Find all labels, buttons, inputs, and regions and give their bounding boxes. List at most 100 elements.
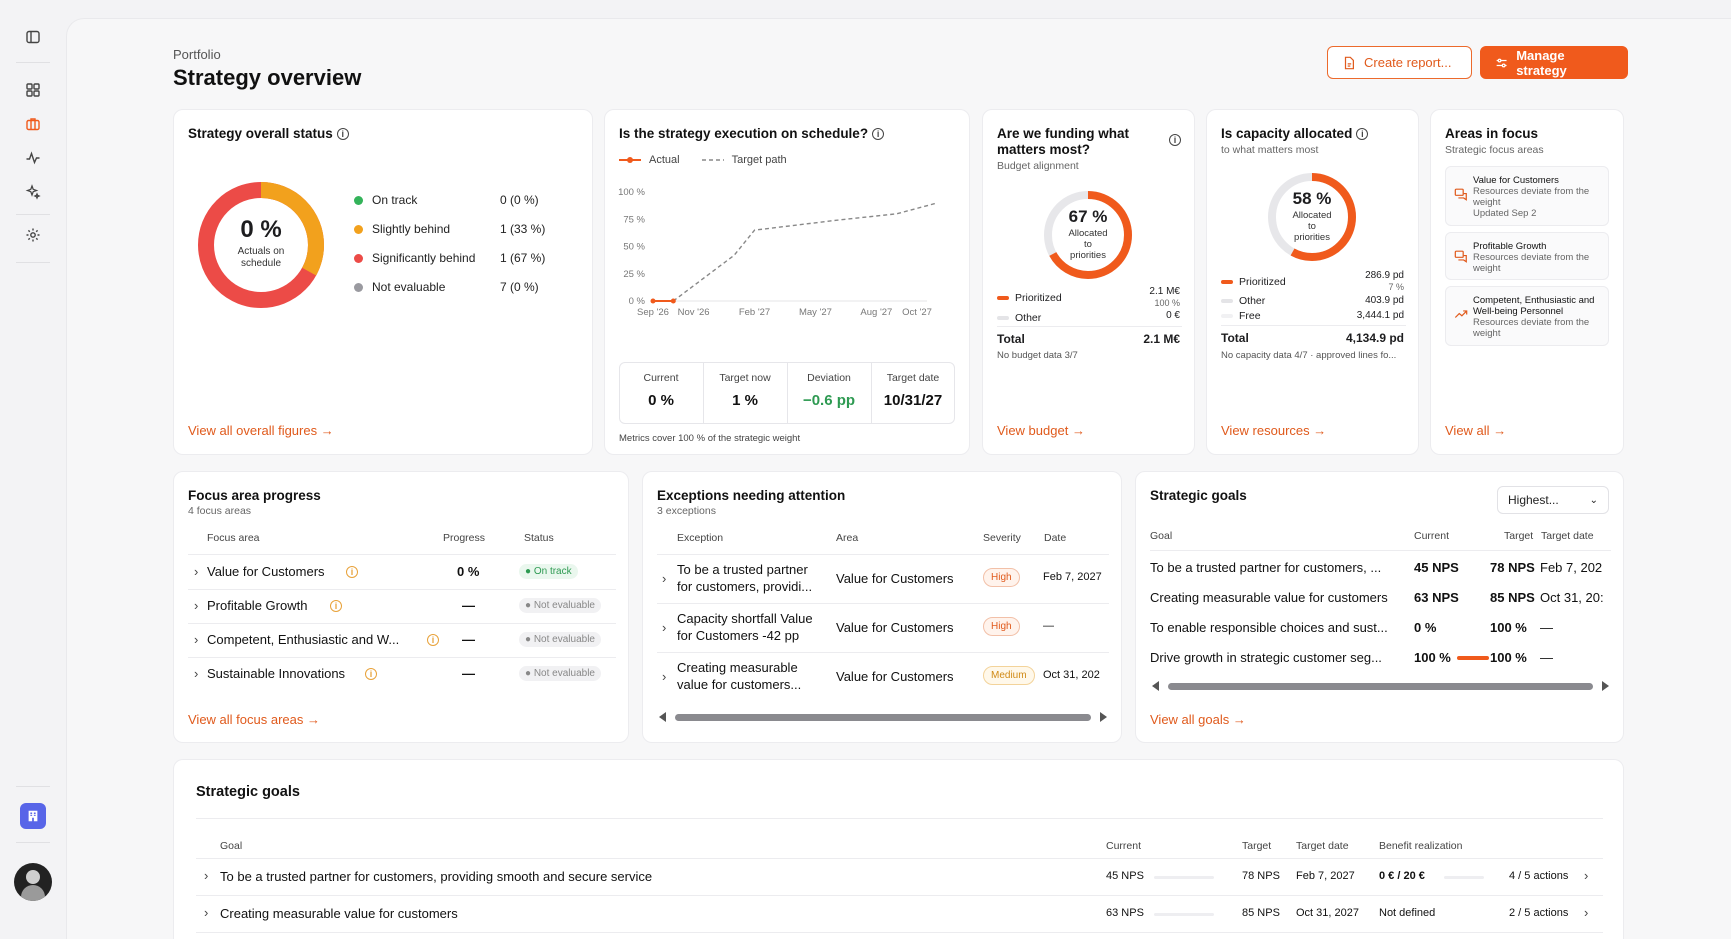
scroll-left-icon[interactable] (659, 712, 666, 722)
focus-item-profitable-growth[interactable]: Profitable Growth Resources deviate from… (1445, 232, 1609, 280)
legend-value: 0 (0 %) (500, 193, 539, 207)
link-label: View all focus areas (188, 712, 304, 727)
capacity-donut (1268, 173, 1356, 261)
warning-info-icon[interactable]: i (365, 668, 377, 680)
view-all-goals-link[interactable]: View all goals → (1150, 712, 1246, 727)
breadcrumb[interactable]: Portfolio (173, 47, 221, 62)
view-all-overall-figures-link[interactable]: View all overall figures → (188, 423, 334, 438)
chevron-right-icon[interactable]: › (194, 598, 199, 613)
sparkles-icon[interactable] (22, 181, 44, 203)
goal-target: 100 % (1490, 620, 1527, 635)
col-target: Target (1504, 530, 1534, 542)
table-row[interactable]: › Value for Customers i 0 % ● On track (188, 555, 616, 589)
dashboard-icon[interactable] (22, 79, 44, 101)
chevron-right-icon[interactable]: › (662, 571, 667, 586)
view-budget-link[interactable]: View budget → (997, 423, 1085, 438)
chevron-right-icon[interactable]: › (194, 666, 199, 681)
workspace-logo-icon[interactable] (20, 803, 46, 829)
view-all-focus-areas-link[interactable]: View all focus areas → (188, 712, 320, 727)
chevron-right-icon[interactable]: › (1584, 868, 1589, 883)
focus-area-name: Profitable Growth (207, 598, 308, 613)
severity-badge: Medium (983, 666, 1035, 685)
activity-icon[interactable] (22, 147, 44, 169)
trend-up-icon (1454, 310, 1468, 318)
chevron-right-icon[interactable]: › (1584, 905, 1589, 920)
goal-benefit: 0 € / 20 € (1379, 870, 1425, 882)
horizontal-scrollbar[interactable] (1150, 681, 1611, 691)
status-badge: ● Not evaluable (519, 598, 601, 613)
table-row[interactable]: › To be a trusted partner for customers,… (196, 859, 1603, 895)
warning-info-icon[interactable]: i (427, 634, 439, 646)
donut-value: 0 % (240, 216, 282, 243)
settings-gear-icon[interactable] (22, 224, 44, 246)
focus-item-desc: Resources deviate from the (1473, 317, 1590, 328)
col-target: Target (1242, 840, 1272, 852)
table-row[interactable]: › Creating measurable value for customer… (657, 653, 1109, 701)
warning-info-icon[interactable]: i (346, 566, 358, 578)
chevron-right-icon[interactable]: › (662, 669, 667, 684)
dropdown-value: Highest... (1508, 493, 1559, 507)
capacity-total-value: 4,134.9 pd (1345, 331, 1404, 345)
user-avatar[interactable] (14, 863, 52, 901)
donut-caption-line: Allocated (1292, 210, 1332, 221)
goal-actions: 4 / 5 actions (1509, 870, 1569, 882)
scroll-right-icon[interactable] (1602, 681, 1609, 691)
col-target-date: Target date (1296, 840, 1349, 852)
row-divider (196, 818, 1603, 819)
create-report-button[interactable]: Create report... (1327, 46, 1472, 79)
metric-label: Deviation (807, 372, 851, 384)
sidebar-toggle-icon[interactable] (22, 26, 44, 48)
actual-legend-swatch (619, 157, 641, 163)
exception-text: To be a trusted partner (677, 562, 808, 577)
info-icon[interactable]: i (1169, 134, 1181, 146)
table-row[interactable]: › Competent, Enthusiastic and W... i — ●… (188, 624, 616, 658)
legend-label: Not evaluable (372, 280, 446, 294)
schedule-card: Is the strategy execution on schedule? i … (604, 109, 970, 455)
focus-item-competent-personnel[interactable]: Competent, Enthusiastic and Well-being P… (1445, 286, 1609, 346)
legend-label: Significantly behind (372, 251, 476, 265)
scroll-thumb[interactable] (675, 714, 1091, 721)
info-icon[interactable]: i (336, 128, 349, 141)
table-row[interactable]: › Profitable Growth i — ● Not evaluable (188, 590, 616, 624)
row-divider (196, 895, 1603, 896)
metric-label: Target now (719, 372, 771, 384)
scroll-right-icon[interactable] (1100, 712, 1107, 722)
warning-info-icon[interactable]: i (330, 600, 342, 612)
table-row[interactable]: › Capacity shortfall Value for Customers… (657, 604, 1109, 652)
focus-item-value-for-customers[interactable]: Value for Customers Resources deviate fr… (1445, 166, 1609, 226)
chevron-right-icon[interactable]: › (662, 620, 667, 635)
arrow-right-icon: → (1493, 423, 1507, 438)
chevron-right-icon[interactable]: › (194, 564, 199, 579)
table-row[interactable]: Creating measurable value for customers … (1150, 582, 1611, 612)
donut-caption-line: Allocated (1068, 228, 1108, 239)
info-icon[interactable]: i (872, 128, 885, 141)
row-divider (196, 858, 1603, 859)
funding-donut (1044, 191, 1132, 279)
table-row[interactable]: To be a trusted partner for customers, .… (1150, 552, 1611, 582)
goal-name: Creating measurable value for customers (220, 906, 458, 921)
progress-track (1154, 876, 1214, 879)
progress-value: — (462, 666, 475, 681)
horizontal-scrollbar[interactable] (657, 712, 1109, 722)
table-row[interactable]: To enable responsible choices and sust..… (1150, 612, 1611, 642)
row-divider (1150, 550, 1611, 551)
chevron-right-icon[interactable]: › (204, 868, 209, 883)
actual-point (650, 298, 656, 304)
table-row[interactable]: › Sustainable Innovations i — ● Not eval… (188, 658, 616, 692)
chevron-right-icon[interactable]: › (204, 905, 209, 920)
y-tick-label: 75 % (623, 214, 645, 225)
chevron-right-icon[interactable]: › (194, 632, 199, 647)
sort-dropdown[interactable]: Highest... ⌄ (1497, 486, 1609, 514)
scroll-thumb[interactable] (1168, 683, 1593, 690)
table-row[interactable]: Drive growth in strategic customer seg..… (1150, 642, 1611, 672)
table-row[interactable]: › To be a trusted partner for customers,… (657, 555, 1109, 603)
portfolio-icon[interactable] (22, 113, 44, 135)
x-tick-label: May '27 (799, 307, 832, 318)
view-resources-link[interactable]: View resources → (1221, 423, 1326, 438)
exception-text: Capacity shortfall Value (677, 611, 813, 626)
view-all-areas-link[interactable]: View all → (1445, 423, 1506, 438)
table-row[interactable]: › Creating measurable value for customer… (196, 896, 1603, 932)
manage-strategy-button[interactable]: Manage strategy (1480, 46, 1628, 79)
info-icon[interactable]: i (1356, 128, 1369, 141)
scroll-left-icon[interactable] (1152, 681, 1159, 691)
